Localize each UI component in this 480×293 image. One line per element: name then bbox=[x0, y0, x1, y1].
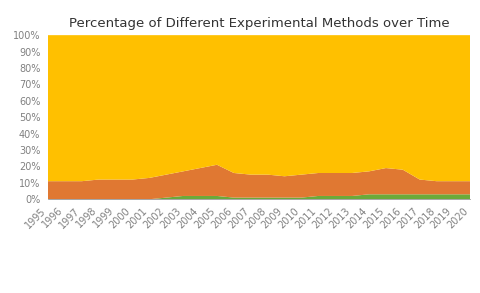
Title: Percentage of Different Experimental Methods over Time: Percentage of Different Experimental Met… bbox=[69, 17, 449, 30]
Legend: RCT (%), Lab Experiment (%), Vignette/ Survey Experiments (%): RCT (%), Lab Experiment (%), Vignette/ S… bbox=[71, 289, 447, 293]
